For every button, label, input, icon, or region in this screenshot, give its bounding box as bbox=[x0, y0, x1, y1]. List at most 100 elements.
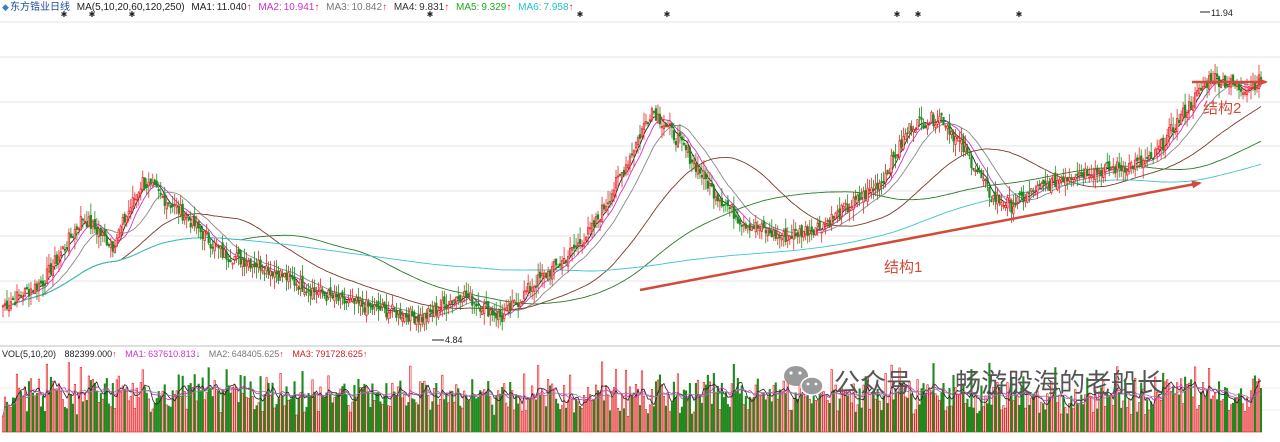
candle-body bbox=[395, 309, 398, 318]
candle-body bbox=[135, 194, 138, 200]
candle-body bbox=[541, 273, 544, 276]
volume-bar bbox=[63, 406, 66, 433]
candle-body bbox=[105, 235, 108, 246]
volume-bar bbox=[1124, 378, 1127, 433]
volume-bar bbox=[704, 384, 707, 433]
volume-bar bbox=[974, 392, 977, 433]
candle-body bbox=[1144, 160, 1147, 165]
candle-body bbox=[537, 274, 540, 286]
candle-body bbox=[778, 236, 781, 239]
candle-body bbox=[1190, 101, 1193, 109]
candle-body bbox=[768, 230, 771, 234]
candle-body bbox=[916, 119, 919, 131]
candle-body bbox=[1192, 105, 1195, 111]
candle-body bbox=[1199, 87, 1203, 91]
candle-body bbox=[419, 314, 422, 326]
volume-bar bbox=[75, 414, 78, 433]
wechat-icon bbox=[784, 366, 824, 396]
candle-body bbox=[55, 254, 59, 264]
volume-bar bbox=[610, 391, 614, 433]
candle-body bbox=[313, 287, 316, 292]
volume-bar bbox=[495, 395, 498, 433]
volume-bar bbox=[111, 383, 114, 433]
volume-bar bbox=[792, 398, 795, 433]
candle-body bbox=[1178, 119, 1181, 124]
volume-bar bbox=[696, 379, 699, 433]
volume-bar bbox=[233, 384, 236, 433]
volume-bar bbox=[654, 381, 658, 433]
candle-body bbox=[327, 290, 330, 298]
candle-body bbox=[531, 287, 534, 292]
candle-body bbox=[608, 200, 612, 203]
candle-body bbox=[792, 229, 795, 240]
candle-body bbox=[455, 296, 458, 303]
candle-body bbox=[353, 298, 356, 304]
candle-body bbox=[1180, 113, 1183, 125]
volume-bar bbox=[916, 379, 919, 433]
volume-bar bbox=[734, 390, 737, 433]
volume-bar bbox=[583, 394, 586, 433]
volume-bar bbox=[515, 395, 518, 433]
volume-bar bbox=[744, 396, 747, 433]
candle-body bbox=[972, 167, 975, 171]
candle-body bbox=[425, 312, 428, 319]
volume-bar bbox=[387, 405, 390, 433]
volume-bar bbox=[161, 390, 164, 433]
candle-body bbox=[896, 154, 899, 157]
volume-bar bbox=[896, 391, 899, 433]
candle-body bbox=[934, 124, 937, 128]
candle-body bbox=[868, 189, 871, 192]
candle-body bbox=[948, 122, 951, 135]
candle-body bbox=[109, 243, 112, 249]
candle-body bbox=[924, 125, 927, 129]
structure2-label: 结构2 bbox=[1203, 100, 1241, 117]
candle-body bbox=[1038, 184, 1041, 186]
volume-bar bbox=[355, 396, 358, 433]
volume-bar bbox=[726, 404, 729, 433]
volume-bar bbox=[660, 384, 664, 433]
volume-bar bbox=[986, 403, 989, 433]
candle-body bbox=[692, 160, 696, 165]
candle-body bbox=[888, 172, 891, 175]
volume-bar bbox=[31, 392, 34, 433]
candle-body bbox=[503, 313, 506, 320]
candle-body bbox=[19, 295, 23, 297]
volume-bar bbox=[323, 397, 326, 433]
candle-body bbox=[954, 135, 957, 145]
volume-bar bbox=[461, 407, 464, 433]
candle-body bbox=[892, 151, 895, 158]
candle-body bbox=[858, 192, 861, 201]
candle-body bbox=[986, 177, 989, 185]
candle-body bbox=[842, 205, 845, 209]
volume-bar bbox=[1100, 387, 1103, 433]
volume-bar bbox=[517, 403, 520, 433]
candle-body bbox=[1098, 169, 1101, 172]
vol-ma1-label: MA1: bbox=[125, 349, 146, 359]
candle-body bbox=[299, 278, 302, 289]
volume-bar bbox=[241, 392, 244, 433]
candle-body bbox=[978, 170, 981, 173]
volume-bar bbox=[219, 412, 222, 433]
candle-body bbox=[443, 296, 446, 305]
candle-body bbox=[439, 307, 442, 310]
volume-bar bbox=[135, 387, 138, 433]
candle-body bbox=[872, 189, 875, 191]
candle-body bbox=[437, 309, 440, 318]
volume-bar bbox=[1110, 393, 1113, 433]
candle-body bbox=[584, 237, 588, 241]
candle-body bbox=[1128, 162, 1131, 172]
candle-body bbox=[1058, 179, 1061, 185]
candle-body bbox=[131, 197, 134, 208]
volume-bar bbox=[1044, 409, 1047, 433]
volume-bar bbox=[427, 394, 430, 433]
volume-bar bbox=[203, 399, 206, 433]
candle-body bbox=[1146, 157, 1149, 159]
volume-bar bbox=[503, 383, 506, 433]
candle-body bbox=[205, 231, 208, 234]
candle-body bbox=[527, 282, 530, 293]
candle-body bbox=[1020, 191, 1023, 196]
volume-bar bbox=[589, 394, 592, 433]
candle-body bbox=[870, 187, 873, 193]
candle-body bbox=[495, 313, 498, 319]
